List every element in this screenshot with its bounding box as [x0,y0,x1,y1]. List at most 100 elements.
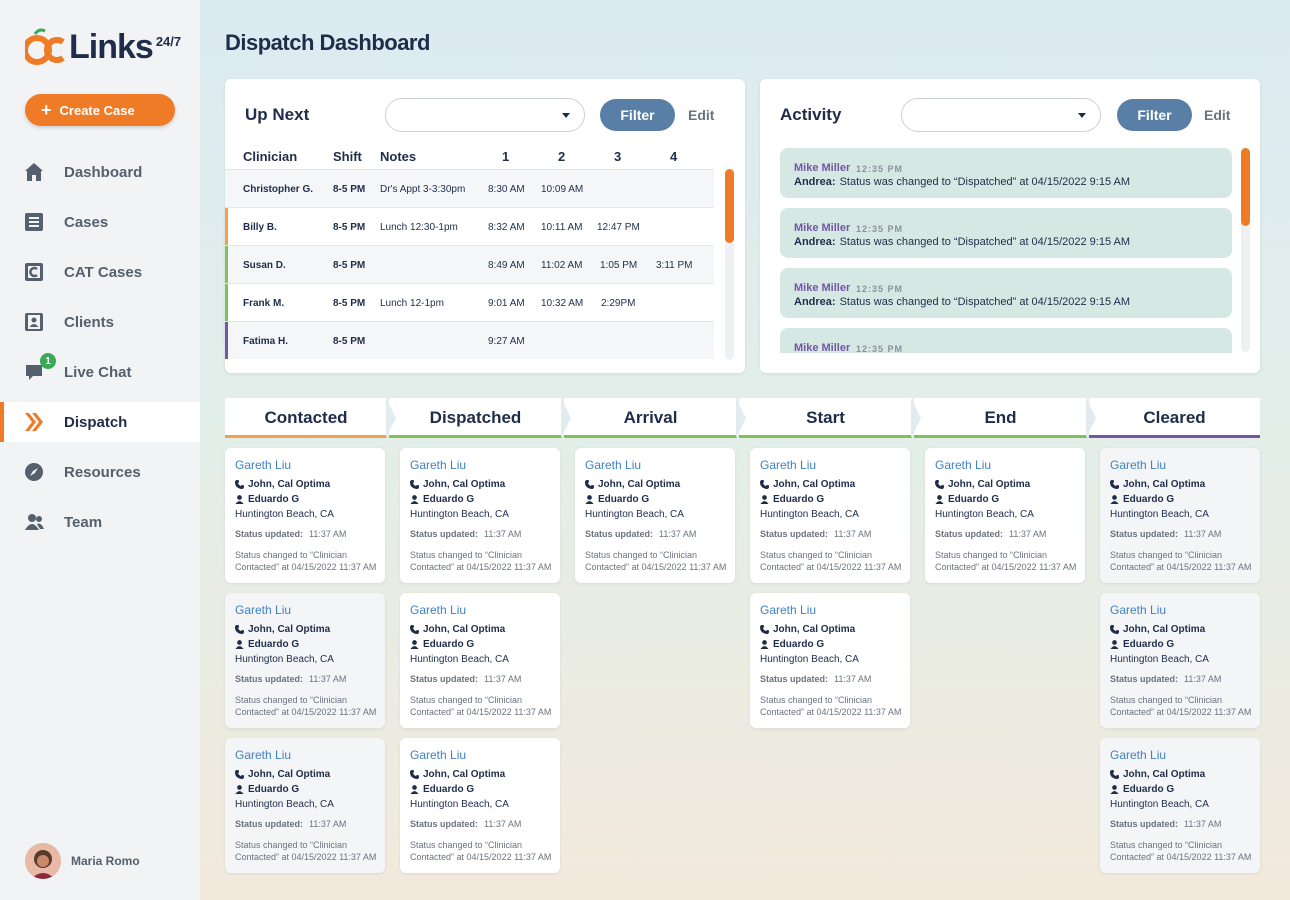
activity-item[interactable]: Mike Miller 12:35 PM Andrea: Status was c… [780,148,1232,198]
contact-text: John, Cal Optima [423,479,506,490]
activity-item[interactable]: Mike Miller 12:35 PM Andrea: Status was c… [780,268,1232,318]
column-start[interactable]: Start [739,398,912,438]
status-time: 11:37 AM [309,529,347,539]
column-dispatched[interactable]: Dispatched [389,398,562,438]
case-name-link[interactable]: Gareth Liu [410,603,467,617]
sidebar-item-dispatch[interactable]: Dispatch [0,402,200,442]
avatar [25,843,61,879]
sidebar-item-team[interactable]: Team [0,502,200,542]
column-header-3[interactable]: 3 [614,149,622,164]
case-card[interactable]: Gareth Liu John, Cal Optima Eduardo G Hunti… [400,738,560,873]
person-icon [235,495,244,504]
activity-scrollbar[interactable] [1241,148,1250,352]
column-label: Dispatched [429,408,522,427]
case-name-link[interactable]: Gareth Liu [585,458,642,472]
person-icon [410,495,419,504]
activity-filter-button[interactable]: Filter [1117,99,1192,131]
activity-item[interactable]: Mike Miller 12:35 PM Andrea: Status was c… [780,208,1232,258]
time-1: 8:49 AM [488,260,525,271]
case-name-link[interactable]: Gareth Liu [760,458,817,472]
case-person: Eduardo G [235,639,299,650]
status-time: 11:37 AM [834,529,872,539]
activity-item[interactable]: Mike Miller 12:35 PM [780,328,1232,353]
chevron-down-icon [562,113,570,118]
column-header-4[interactable]: 4 [670,149,678,164]
case-status-updated: Status updated: 11:37 AM [760,674,871,684]
notes: Lunch 12-1pm [380,298,444,309]
case-card[interactable]: Gareth Liu John, Cal Optima Eduardo G Hunti… [925,448,1085,583]
case-person: Eduardo G [410,639,474,650]
up-next-filter-button[interactable]: Filter [600,99,675,131]
case-name-link[interactable]: Gareth Liu [760,603,817,617]
clinician-name: Christopher G. [243,184,314,195]
up-next-scrollbar[interactable] [725,169,734,360]
column-end[interactable]: End [914,398,1087,438]
case-card[interactable]: Gareth Liu John, Cal Optima Eduardo G Hunti… [1100,593,1260,728]
sidebar-item-resources[interactable]: Resources [0,452,200,492]
case-name-link[interactable]: Gareth Liu [935,458,992,472]
case-card[interactable]: Gareth Liu John, Cal Optima Eduardo G Hunti… [400,448,560,583]
case-name-link[interactable]: Gareth Liu [1110,748,1167,762]
case-card[interactable]: Gareth Liu John, Cal Optima Eduardo G Hunti… [225,448,385,583]
column-label: Cleared [1143,408,1206,427]
case-card[interactable]: Gareth Liu John, Cal Optima Eduardo G Hunti… [1100,738,1260,873]
case-name-link[interactable]: Gareth Liu [235,603,292,617]
case-card[interactable]: Gareth Liu John, Cal Optima Eduardo G Hunti… [750,448,910,583]
column-header-shift[interactable]: Shift [333,149,362,164]
case-card[interactable]: Gareth Liu John, Cal Optima Eduardo G Hunti… [1100,448,1260,583]
sidebar-item-label: Dispatch [64,413,128,431]
user-profile[interactable]: Maria Romo [25,843,140,879]
case-person: Eduardo G [1110,784,1174,795]
case-name-link[interactable]: Gareth Liu [235,458,292,472]
column-label: End [984,408,1017,427]
case-contact: John, Cal Optima [235,624,330,635]
case-card[interactable]: Gareth Liu John, Cal Optima Eduardo G Hunti… [225,593,385,728]
column-header-clinician[interactable]: Clinician [243,149,298,164]
table-row[interactable]: Christopher G. 8-5 PM Dr's Appt 3-3:30pm… [225,169,714,207]
activity-select[interactable] [901,98,1101,132]
table-row[interactable]: Billy B. 8-5 PM Lunch 12:30-1pm 8:32 AM … [225,207,714,245]
up-next-edit-link[interactable]: Edit [688,107,715,123]
activity-time: 12:35 PM [856,344,904,353]
table-row[interactable]: Frank M. 8-5 PM Lunch 12-1pm 9:01 AM 10:… [225,283,714,321]
scrollbar-thumb[interactable] [1241,148,1250,226]
status-time: 11:37 AM [1009,529,1047,539]
case-person: Eduardo G [935,494,999,505]
column-header-2[interactable]: 2 [558,149,566,164]
sidebar-item-cat-cases[interactable]: CAT Cases [0,252,200,292]
sidebar-item-live-chat[interactable]: 1 Live Chat [0,352,200,392]
case-name-link[interactable]: Gareth Liu [410,458,467,472]
sidebar-item-cases[interactable]: Cases [0,202,200,242]
column-header-notes[interactable]: Notes [380,149,417,164]
up-next-select[interactable] [385,98,585,132]
case-card[interactable]: Gareth Liu John, Cal Optima Eduardo G Hunti… [225,738,385,873]
case-card[interactable]: Gareth Liu John, Cal Optima Eduardo G Hunti… [575,448,735,583]
column-underline [225,435,387,438]
activity-author: Mike Miller [794,342,851,353]
case-card[interactable]: Gareth Liu John, Cal Optima Eduardo G Hunti… [750,593,910,728]
sidebar-item-dashboard[interactable]: Dashboard [0,152,200,192]
case-name-link[interactable]: Gareth Liu [410,748,467,762]
sidebar-item-clients[interactable]: Clients [0,302,200,342]
sidebar-item-label: Live Chat [64,363,132,381]
column-arrival[interactable]: Arrival [564,398,737,438]
phone-icon [410,770,419,779]
table-row[interactable]: Fatima H. 8-5 PM 9:27 AM [225,321,714,359]
column-cleared[interactable]: Cleared [1089,398,1260,438]
create-case-button[interactable]: + Create Case [25,94,175,126]
case-name-link[interactable]: Gareth Liu [235,748,292,762]
activity-time: 12:35 PM [856,224,904,234]
case-contact: John, Cal Optima [1110,769,1205,780]
case-name-link[interactable]: Gareth Liu [1110,458,1167,472]
scrollbar-thumb[interactable] [725,169,734,243]
person-icon [1110,640,1119,649]
column-header-1[interactable]: 1 [502,149,510,164]
status-label: Status updated: [1110,674,1179,684]
case-card[interactable]: Gareth Liu John, Cal Optima Eduardo G Hunti… [400,593,560,728]
case-name-link[interactable]: Gareth Liu [1110,603,1167,617]
activity-edit-link[interactable]: Edit [1204,107,1231,123]
table-row[interactable]: Susan D. 8-5 PM 8:49 AM 11:02 AM 1:05 PM… [225,245,714,283]
case-location: Huntington Beach, CA [1110,509,1209,520]
brand-logo[interactable]: Links 24/7 [25,28,181,68]
column-contacted[interactable]: Contacted [225,398,387,438]
